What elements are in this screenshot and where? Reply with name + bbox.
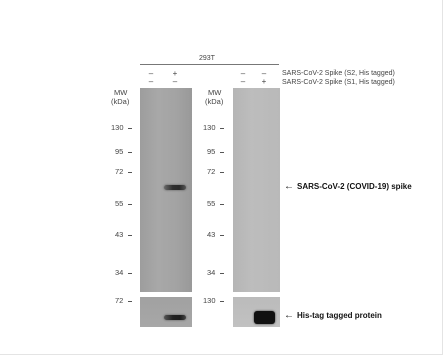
left-tick-34 [128, 273, 132, 274]
left-marker-130: 130 [111, 123, 124, 132]
cell-line-label: 293T [199, 55, 215, 62]
left-tick-bottom-72 [128, 301, 132, 302]
cell-line-bracket [140, 64, 279, 65]
right-marker-55: 55 [207, 199, 216, 208]
left-tick-55 [128, 204, 132, 205]
right-marker-72: 72 [207, 167, 216, 176]
left-lane2-s2-sign: + [172, 69, 178, 78]
right-tick-72 [220, 172, 224, 173]
right-blot-main [233, 88, 280, 292]
right-tick-130 [220, 128, 224, 129]
right-mw-header: MW [208, 88, 222, 97]
s1-condition-label: SARS-CoV-2 Spike (S1, His tagged) [282, 79, 395, 86]
left-lane2-s1-sign: – [172, 77, 178, 86]
right-mw-unit: (kDa) [205, 97, 224, 106]
left-mw-header: MW [114, 88, 128, 97]
left-marker-72: 72 [115, 167, 124, 176]
left-lane1-s1-sign: – [148, 77, 154, 86]
left-marker-55: 55 [115, 199, 124, 208]
right-lane2-s1-sign: + [261, 77, 267, 86]
left-bottom-marker-72: 72 [115, 296, 124, 305]
left-marker-95: 95 [115, 147, 124, 156]
left-tick-95 [128, 152, 132, 153]
spike-arrow-icon: ← [284, 181, 294, 192]
right-tick-55 [220, 204, 224, 205]
right-marker-43: 43 [207, 230, 216, 239]
right-tick-43 [220, 235, 224, 236]
right-bottom-marker-130: 130 [203, 296, 216, 305]
s2-condition-label: SARS-CoV-2 Spike (S2, His tagged) [282, 70, 395, 77]
spike-band [164, 185, 186, 190]
left-lane1-s2-sign: – [148, 69, 154, 78]
left-mw-unit: (kDa) [111, 97, 130, 106]
spike-annotation-label: SARS-CoV-2 (COVID-19) spike [297, 182, 412, 191]
right-tick-34 [220, 273, 224, 274]
left-tick-130 [128, 128, 132, 129]
right-tick-bottom-130 [220, 301, 224, 302]
left-blot-bottom [140, 297, 192, 327]
right-marker-34: 34 [207, 268, 216, 277]
his-tag-annotation-label: His-tag tagged protein [297, 311, 382, 320]
left-marker-34: 34 [115, 268, 124, 277]
his-tag-arrow-icon: ← [284, 310, 294, 321]
right-marker-95: 95 [207, 147, 216, 156]
left-tick-43 [128, 235, 132, 236]
left-blot-main [140, 88, 192, 292]
right-lane2-s2-sign: – [261, 69, 267, 78]
his-tag-band-right [254, 311, 275, 324]
left-tick-72 [128, 172, 132, 173]
left-marker-43: 43 [115, 230, 124, 239]
right-marker-130: 130 [203, 123, 216, 132]
right-lane1-s2-sign: – [240, 69, 246, 78]
right-tick-95 [220, 152, 224, 153]
his-tag-band-left [164, 315, 186, 320]
right-lane1-s1-sign: – [240, 77, 246, 86]
